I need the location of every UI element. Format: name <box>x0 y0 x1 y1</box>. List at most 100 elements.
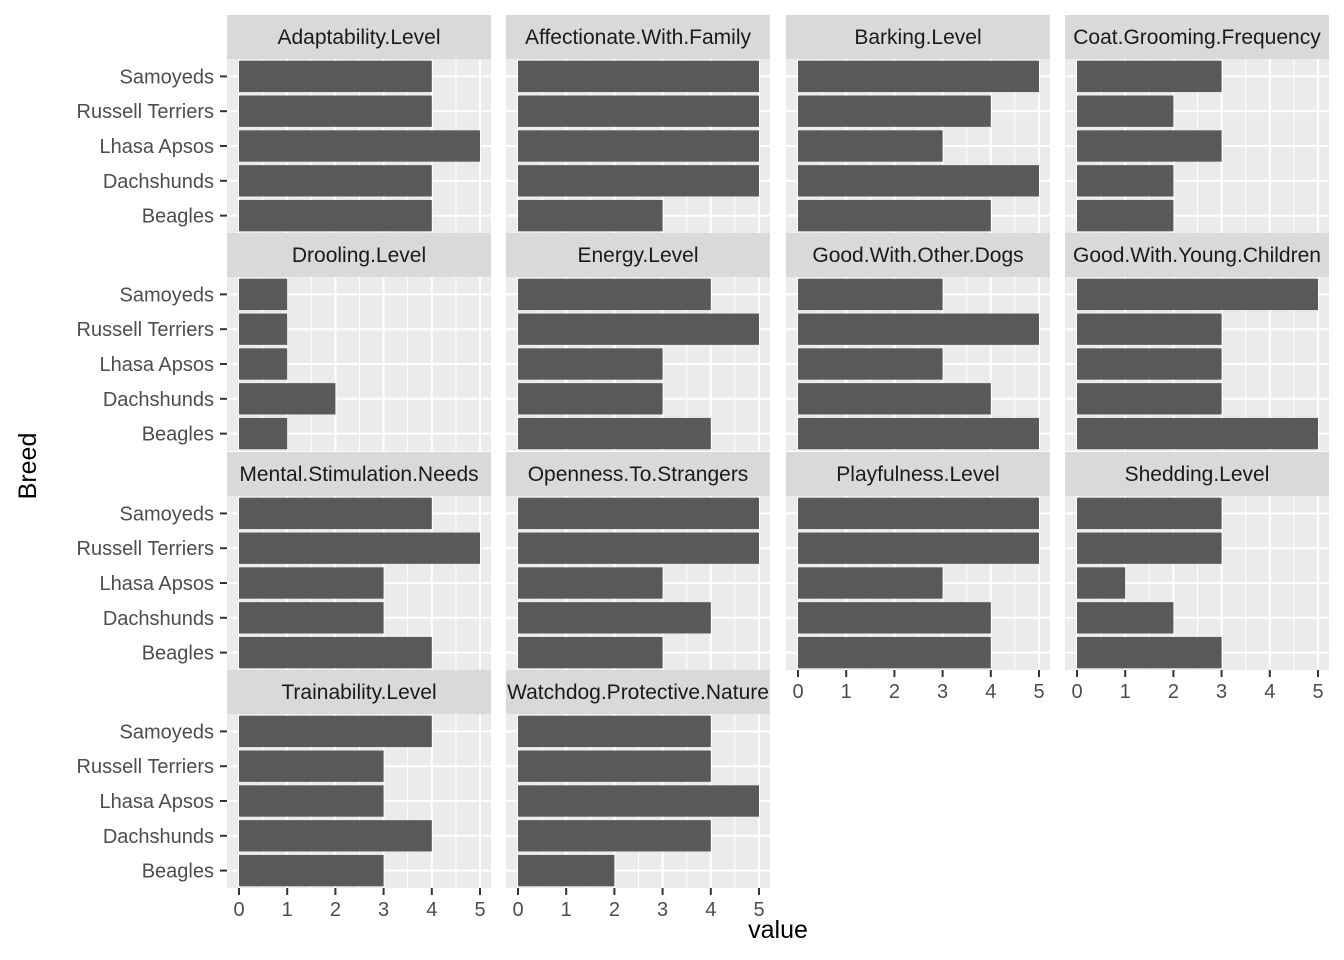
facet-playfulness-level: Playfulness.Level 0 1 2 3 4 5 <box>786 452 1050 703</box>
facet-drooling-level: Drooling.Level Beagles Dachshunds Lhasa Aps… <box>77 233 491 451</box>
facet-good-with-young-children: Good.With.Young.Children <box>1065 233 1329 451</box>
bar-adaptability-level-russell-terriers <box>239 95 432 127</box>
facet-strip-label: Watchdog.Protective.Nature <box>507 681 769 704</box>
bar-good-with-other-dogs-dachshunds <box>798 383 991 415</box>
facet-strip <box>506 670 770 714</box>
y-tick-label-samoyeds: Samoyeds <box>120 503 215 525</box>
facet-strip-label: Playfulness.Level <box>836 463 999 486</box>
facet-trainability-level: Trainability.Level Beagles Dachshunds Lhasa… <box>77 670 491 921</box>
bar-affectionate-with-family-russell-terriers <box>518 95 759 127</box>
x-tick-label: 4 <box>426 899 437 921</box>
facet-strip-label: Barking.Level <box>854 26 981 49</box>
bar-watchdog-protective-nature-dachshunds <box>518 820 711 852</box>
y-tick-label-dachshunds: Dachshunds <box>103 389 214 411</box>
bar-trainability-level-dachshunds <box>239 820 432 852</box>
bar-good-with-young-children-russell-terriers <box>1077 313 1222 345</box>
bar-mental-stimulation-needs-dachshunds <box>239 602 384 634</box>
y-tick-label-beagles: Beagles <box>142 861 214 883</box>
x-tick-label: 4 <box>705 899 716 921</box>
bar-playfulness-level-russell-terriers <box>798 532 1039 564</box>
y-tick-label-samoyeds: Samoyeds <box>120 66 215 88</box>
bar-mental-stimulation-needs-lhasa-apsos <box>239 567 384 599</box>
bar-shedding-level-samoyeds <box>1077 497 1222 530</box>
facet-barking-level: Barking.Level <box>786 15 1050 233</box>
bar-good-with-young-children-beagles <box>1077 417 1318 450</box>
facet-panels: Adaptability.Level Beagles Dachshunds Lhasa… <box>77 15 1329 921</box>
y-tick-label-beagles: Beagles <box>142 206 214 228</box>
x-tick-label: 3 <box>937 681 948 703</box>
x-tick-label: 0 <box>233 899 244 921</box>
facet-strip-label: Good.With.Young.Children <box>1073 244 1321 267</box>
facet-strip <box>786 15 1050 59</box>
x-tick-label: 4 <box>1264 681 1275 703</box>
bar-drooling-level-samoyeds <box>239 278 288 311</box>
facet-strip <box>506 15 770 59</box>
y-tick-label-lhasa-apsos: Lhasa Apsos <box>99 573 214 595</box>
y-tick-label-lhasa-apsos: Lhasa Apsos <box>99 354 214 376</box>
facet-strip-label: Openness.To.Strangers <box>528 463 749 486</box>
facet-strip-label: Adaptability.Level <box>277 26 440 49</box>
facet-strip <box>227 15 491 59</box>
facet-strip-label: Shedding.Level <box>1125 463 1270 486</box>
bar-shedding-level-dachshunds <box>1077 602 1174 634</box>
facet-energy-level: Energy.Level <box>506 233 770 451</box>
facet-strip <box>227 452 491 496</box>
facet-strip-label: Mental.Stimulation.Needs <box>239 463 478 486</box>
bar-watchdog-protective-nature-russell-terriers <box>518 750 711 782</box>
y-tick-label-samoyeds: Samoyeds <box>120 284 215 306</box>
facet-strip-label: Good.With.Other.Dogs <box>812 244 1023 267</box>
x-tick-label: 2 <box>889 681 900 703</box>
facet-strip-label: Trainability.Level <box>281 681 436 704</box>
y-tick-label-lhasa-apsos: Lhasa Apsos <box>99 136 214 158</box>
bar-watchdog-protective-nature-lhasa-apsos <box>518 785 759 817</box>
bar-coat-grooming-frequency-lhasa-apsos <box>1077 130 1222 162</box>
x-tick-label: 1 <box>841 681 852 703</box>
bar-good-with-other-dogs-lhasa-apsos <box>798 348 943 380</box>
bar-barking-level-samoyeds <box>798 60 1039 93</box>
bar-playfulness-level-beagles <box>798 636 991 669</box>
bar-good-with-young-children-lhasa-apsos <box>1077 348 1222 380</box>
bar-drooling-level-dachshunds <box>239 383 336 415</box>
bar-adaptability-level-dachshunds <box>239 165 432 197</box>
facet-mental-stimulation-needs: Mental.Stimulation.Needs Beagles Dachshund… <box>77 452 491 670</box>
bar-shedding-level-beagles <box>1077 636 1222 669</box>
x-tick-label: 2 <box>330 899 341 921</box>
facet-strip <box>506 452 770 496</box>
bar-watchdog-protective-nature-samoyeds <box>518 715 711 748</box>
y-tick-label-russell-terriers: Russell Terriers <box>77 101 214 123</box>
x-tick-label: 5 <box>474 899 485 921</box>
x-tick-label: 1 <box>282 899 293 921</box>
bar-coat-grooming-frequency-samoyeds <box>1077 60 1222 93</box>
bar-openness-to-strangers-dachshunds <box>518 602 711 634</box>
bar-trainability-level-russell-terriers <box>239 750 384 782</box>
y-tick-label-lhasa-apsos: Lhasa Apsos <box>99 791 214 813</box>
facet-openness-to-strangers: Openness.To.Strangers <box>506 452 770 670</box>
bar-coat-grooming-frequency-dachshunds <box>1077 165 1174 197</box>
y-tick-label-russell-terriers: Russell Terriers <box>77 538 214 560</box>
bar-trainability-level-lhasa-apsos <box>239 785 384 817</box>
facet-shedding-level: Shedding.Level 0 1 2 3 4 5 <box>1065 452 1329 703</box>
x-tick-label: 5 <box>753 899 764 921</box>
bar-watchdog-protective-nature-beagles <box>518 854 615 887</box>
bar-openness-to-strangers-russell-terriers <box>518 532 759 564</box>
x-tick-label: 2 <box>609 899 620 921</box>
x-axis-title: value <box>748 916 808 944</box>
bar-coat-grooming-frequency-beagles <box>1077 199 1174 232</box>
x-tick-label: 0 <box>1071 681 1082 703</box>
facet-strip-label: Coat.Grooming.Frequency <box>1073 26 1321 49</box>
bar-openness-to-strangers-lhasa-apsos <box>518 567 663 599</box>
bar-barking-level-lhasa-apsos <box>798 130 943 162</box>
facet-strip <box>506 233 770 277</box>
bar-good-with-young-children-dachshunds <box>1077 383 1222 415</box>
bar-good-with-other-dogs-russell-terriers <box>798 313 1039 345</box>
bar-good-with-young-children-samoyeds <box>1077 278 1318 311</box>
facet-strip-label: Drooling.Level <box>292 244 426 267</box>
facet-good-with-other-dogs: Good.With.Other.Dogs <box>786 233 1050 451</box>
bar-coat-grooming-frequency-russell-terriers <box>1077 95 1174 127</box>
x-tick-label: 1 <box>1120 681 1131 703</box>
bar-openness-to-strangers-samoyeds <box>518 497 759 530</box>
bar-energy-level-lhasa-apsos <box>518 348 663 380</box>
bar-drooling-level-lhasa-apsos <box>239 348 288 380</box>
facet-strip-label: Energy.Level <box>577 244 698 267</box>
